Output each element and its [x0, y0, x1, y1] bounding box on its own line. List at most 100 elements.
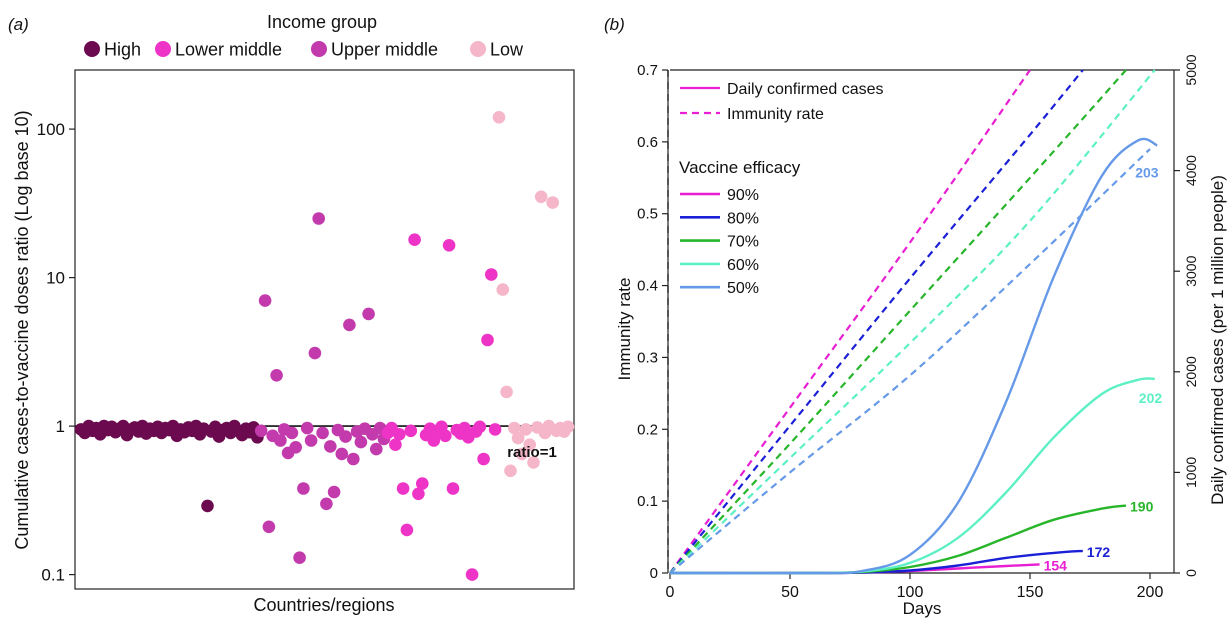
legend-label-upper-middle: Upper middle — [331, 40, 438, 60]
point-low — [515, 447, 529, 461]
point-upper-middle — [308, 346, 322, 360]
point-low — [546, 196, 559, 209]
point-low — [508, 421, 521, 435]
x-axis-b: 0 50 100 150 200 — [666, 572, 1174, 601]
point-lower-middle — [393, 428, 406, 441]
y-axis-left-label-b: Immunity rate — [615, 278, 634, 381]
cases-line-50pct — [669, 137, 1158, 575]
panel-a-label: (a) — [8, 15, 29, 34]
point-upper-middle — [304, 434, 318, 447]
y-axis-a: 0.1 1 10 100 — [37, 120, 75, 585]
legend-line-label: Immunity rate — [727, 106, 824, 123]
end-label-172: 172 — [1087, 544, 1111, 560]
point-upper-middle — [289, 441, 303, 454]
point-lower-middle — [442, 239, 456, 252]
legend-marker-high — [84, 41, 100, 57]
point-lower-middle — [404, 424, 418, 438]
immunity-line-70pct — [669, 69, 1127, 574]
point-lower-middle — [485, 268, 498, 281]
y-left-tick-label: 0 — [650, 565, 658, 582]
point-low — [519, 423, 533, 436]
y-right-tick-label: 5000 — [1183, 54, 1199, 85]
efficacy-legend-label: 80% — [727, 210, 759, 227]
legend-marker-upper-middle — [311, 41, 327, 57]
point-upper-middle — [312, 212, 326, 225]
point-upper-middle — [343, 318, 356, 332]
y-left-tick-label: 0.7 — [637, 62, 658, 79]
efficacy-legend-label: 90% — [727, 187, 759, 204]
legend-line-label: Daily confirmed cases — [727, 81, 884, 98]
y-axis-label-a: Cumulative cases-to-vaccine doses ratio … — [12, 110, 32, 549]
plot-frame-a — [74, 69, 575, 590]
point-lower-middle — [416, 477, 429, 490]
point-lower-middle — [488, 423, 502, 436]
immunity-line-80pct — [669, 69, 1084, 574]
y-left-tick-label: 0.2 — [637, 421, 658, 438]
y-left-tick-label: 0.4 — [637, 278, 658, 295]
y-right-tick-label: 4000 — [1183, 155, 1199, 186]
y-right-tick-label: 0 — [1183, 569, 1199, 577]
y-tick-label-a: 0.1 — [41, 566, 65, 585]
point-upper-middle — [324, 440, 337, 453]
point-upper-middle — [320, 497, 333, 511]
point-upper-middle — [316, 426, 329, 440]
x-tick-label-b: 200 — [1137, 584, 1164, 601]
x-tick-label-b: 100 — [897, 584, 924, 601]
y-left-tick-label: 0.6 — [637, 134, 658, 151]
x-axis-label-b: Days — [903, 599, 942, 618]
y-tick-label-a: 10 — [46, 269, 65, 288]
point-upper-middle — [339, 430, 352, 443]
point-lower-middle — [412, 487, 425, 501]
y-axis-right-label-b: Daily confirmed cases (per 1 million peo… — [1208, 175, 1227, 505]
point-low — [496, 283, 510, 296]
point-upper-middle — [300, 421, 314, 435]
immunity-rate-lines — [669, 69, 1156, 574]
y-axis-left-b: 0 0.1 0.2 0.3 0.4 0.5 0.6 0.7 — [637, 62, 669, 582]
efficacy-legend-title: Vaccine efficacy — [679, 158, 801, 177]
point-low — [511, 431, 525, 445]
point-lower-middle — [481, 333, 494, 347]
legend-title: Income group — [267, 12, 377, 32]
point-lower-middle — [446, 482, 460, 495]
end-label-190: 190 — [1130, 499, 1154, 515]
point-upper-middle — [354, 435, 368, 449]
scatter-points — [74, 111, 575, 581]
x-tick-label-b: 50 — [781, 584, 799, 601]
point-upper-middle — [254, 424, 268, 438]
y-left-tick-label: 0.1 — [637, 493, 658, 510]
point-lower-middle — [400, 523, 414, 537]
y-tick-label-a: 100 — [37, 120, 65, 139]
point-high — [201, 499, 214, 513]
point-lower-middle — [396, 482, 410, 495]
legend-a: High Lower middle Upper middle Low — [84, 40, 524, 60]
panel-b: (b) 0 50 100 150 200 00.10.20.30.40.50.60.7 … — [604, 15, 1227, 618]
end-label-203: 203 — [1135, 164, 1159, 180]
point-upper-middle — [327, 485, 341, 499]
point-low — [504, 464, 517, 478]
point-low — [500, 385, 513, 399]
point-low — [492, 111, 506, 124]
end-label-154: 154 — [1044, 557, 1068, 573]
y-right-tick-label: 3000 — [1183, 255, 1199, 286]
legend-label-low: Low — [490, 40, 524, 60]
point-lower-middle — [408, 233, 421, 246]
point-upper-middle — [258, 294, 272, 307]
point-upper-middle — [347, 452, 360, 466]
y-left-tick-label: 0.5 — [637, 206, 658, 223]
point-upper-middle — [270, 369, 283, 382]
end-label-202: 202 — [1139, 390, 1163, 406]
y-tick-label-a: 1 — [56, 417, 65, 436]
efficacy-legend-label: 60% — [727, 257, 759, 274]
point-upper-middle — [274, 434, 287, 447]
point-upper-middle — [262, 520, 276, 534]
x-axis-label-a: Countries/regions — [253, 595, 394, 615]
point-upper-middle — [370, 442, 383, 456]
efficacy-legend-label: 50% — [727, 280, 759, 297]
y-axis-right-b: 0 1000 2000 3000 4000 5000 — [1173, 54, 1199, 577]
y-right-tick-label: 2000 — [1183, 356, 1199, 387]
immunity-line-90pct — [669, 69, 1031, 574]
point-upper-middle — [335, 447, 349, 461]
point-lower-middle — [477, 452, 490, 466]
point-low — [523, 438, 536, 452]
